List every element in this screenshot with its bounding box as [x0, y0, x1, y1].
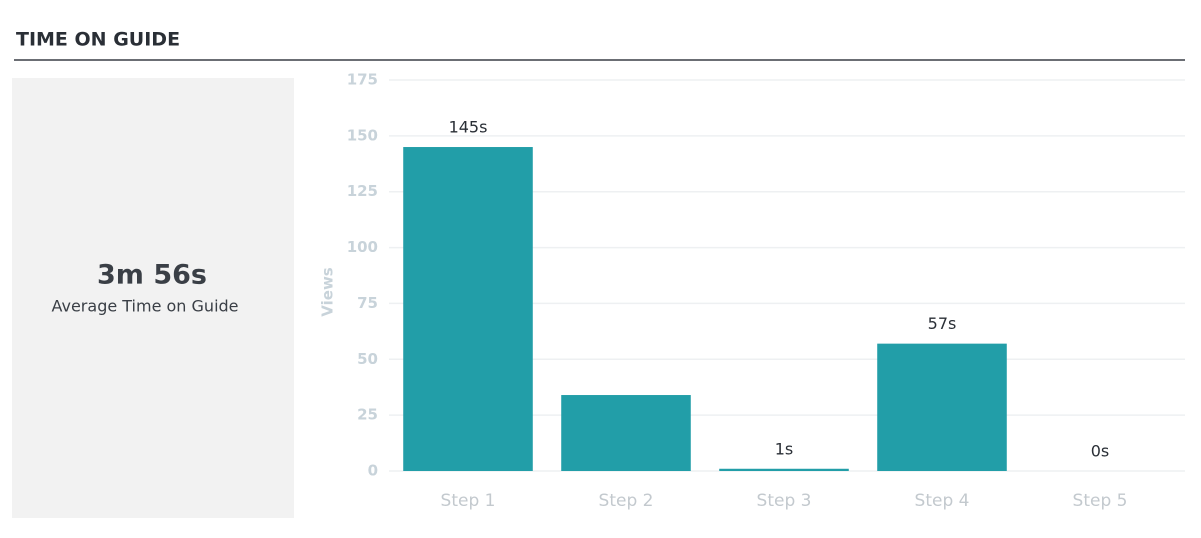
x-tick-label: Step 4 [915, 491, 970, 511]
y-tick-label: 175 [347, 71, 378, 89]
bar [403, 147, 533, 471]
y-tick-label: 25 [357, 406, 378, 424]
data-label: 1s [775, 439, 794, 458]
x-tick-label: Step 5 [1073, 491, 1128, 511]
y-tick-label: 0 [368, 462, 378, 480]
bar [561, 395, 691, 471]
panel-title: TIME ON GUIDE [16, 29, 180, 51]
summary-card [12, 78, 294, 518]
data-label: 145s [449, 118, 488, 137]
summary-value: 3m 56s [97, 260, 207, 291]
data-label: 0s [1091, 442, 1110, 461]
summary-label: Average Time on Guide [51, 297, 238, 316]
data-label: 57s [928, 314, 957, 333]
x-tick-label: Step 3 [757, 491, 812, 511]
bar [719, 468, 849, 471]
x-tick-label: Step 1 [441, 491, 496, 511]
y-axis-label: Views [319, 267, 337, 317]
bar [877, 343, 1007, 471]
y-tick-label: 100 [347, 238, 378, 256]
y-tick-label: 150 [347, 126, 378, 144]
y-tick-label: 125 [347, 182, 378, 200]
y-tick-label: 75 [357, 294, 378, 312]
x-tick-label: Step 2 [599, 491, 654, 511]
y-tick-label: 50 [357, 350, 378, 368]
